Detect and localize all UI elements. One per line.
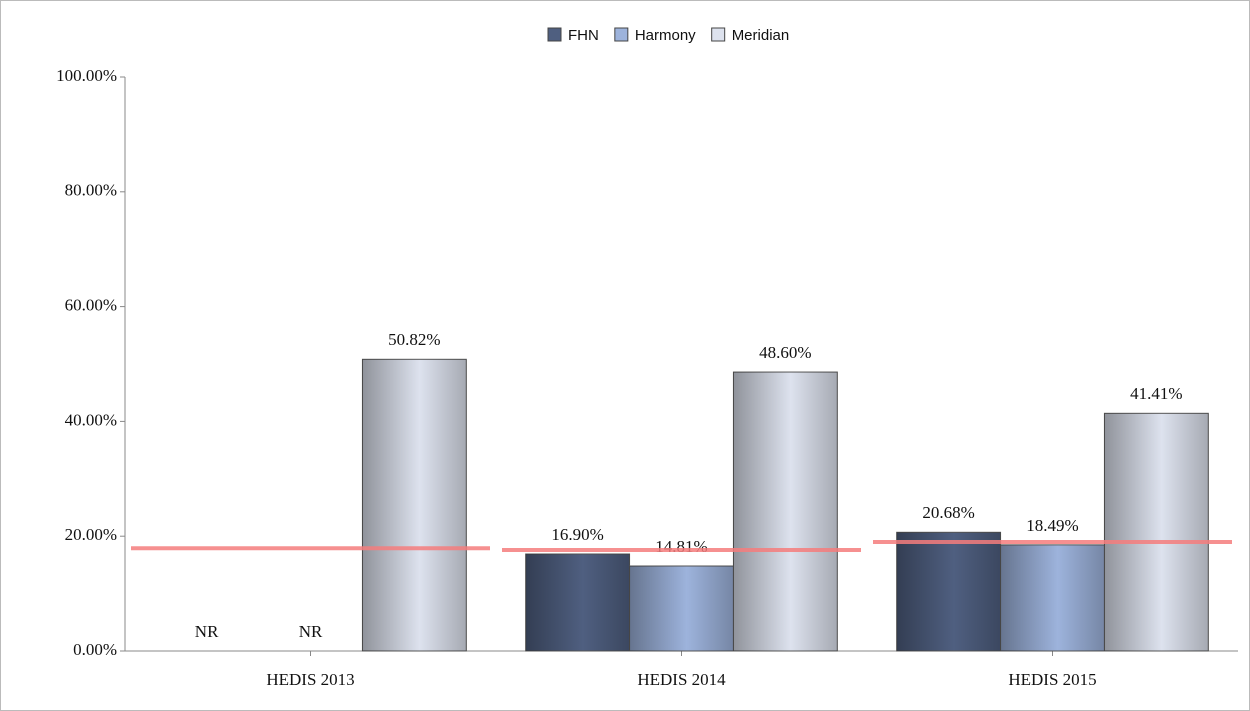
data-label: 16.90%	[551, 525, 603, 544]
y-tick-label: 0.00%	[73, 640, 117, 659]
y-tick-label: 60.00%	[65, 296, 117, 315]
bar-shade	[362, 359, 467, 651]
bar-shade	[733, 372, 838, 651]
legend-label: Harmony	[635, 27, 696, 44]
bar-shade	[896, 532, 1001, 651]
bar-shade	[1104, 413, 1209, 651]
data-label: 41.41%	[1130, 384, 1182, 403]
x-tick-label: HEDIS 2014	[637, 670, 726, 689]
data-label: NR	[299, 622, 323, 641]
data-label: 20.68%	[922, 503, 974, 522]
legend-label: FHN	[568, 27, 599, 44]
data-label: 14.81%	[655, 537, 707, 556]
data-label: 18.49%	[1026, 516, 1078, 535]
data-label: 48.60%	[759, 343, 811, 362]
legend-swatch	[547, 27, 562, 42]
x-tick-label: HEDIS 2015	[1008, 670, 1096, 689]
legend-label: Meridian	[732, 27, 790, 44]
legend-swatch	[711, 27, 726, 42]
legend-swatch	[614, 27, 629, 42]
data-label: 50.82%	[388, 330, 440, 349]
bar-shade	[629, 565, 734, 651]
y-tick-label: 20.00%	[65, 525, 117, 544]
data-label: NR	[195, 622, 219, 641]
x-tick-label: HEDIS 2013	[266, 670, 354, 689]
y-tick-label: 100.00%	[56, 66, 117, 85]
y-tick-label: 80.00%	[65, 181, 117, 200]
y-tick-label: 40.00%	[65, 410, 117, 429]
bar-shade	[1000, 544, 1105, 651]
bar-shade	[525, 553, 630, 651]
